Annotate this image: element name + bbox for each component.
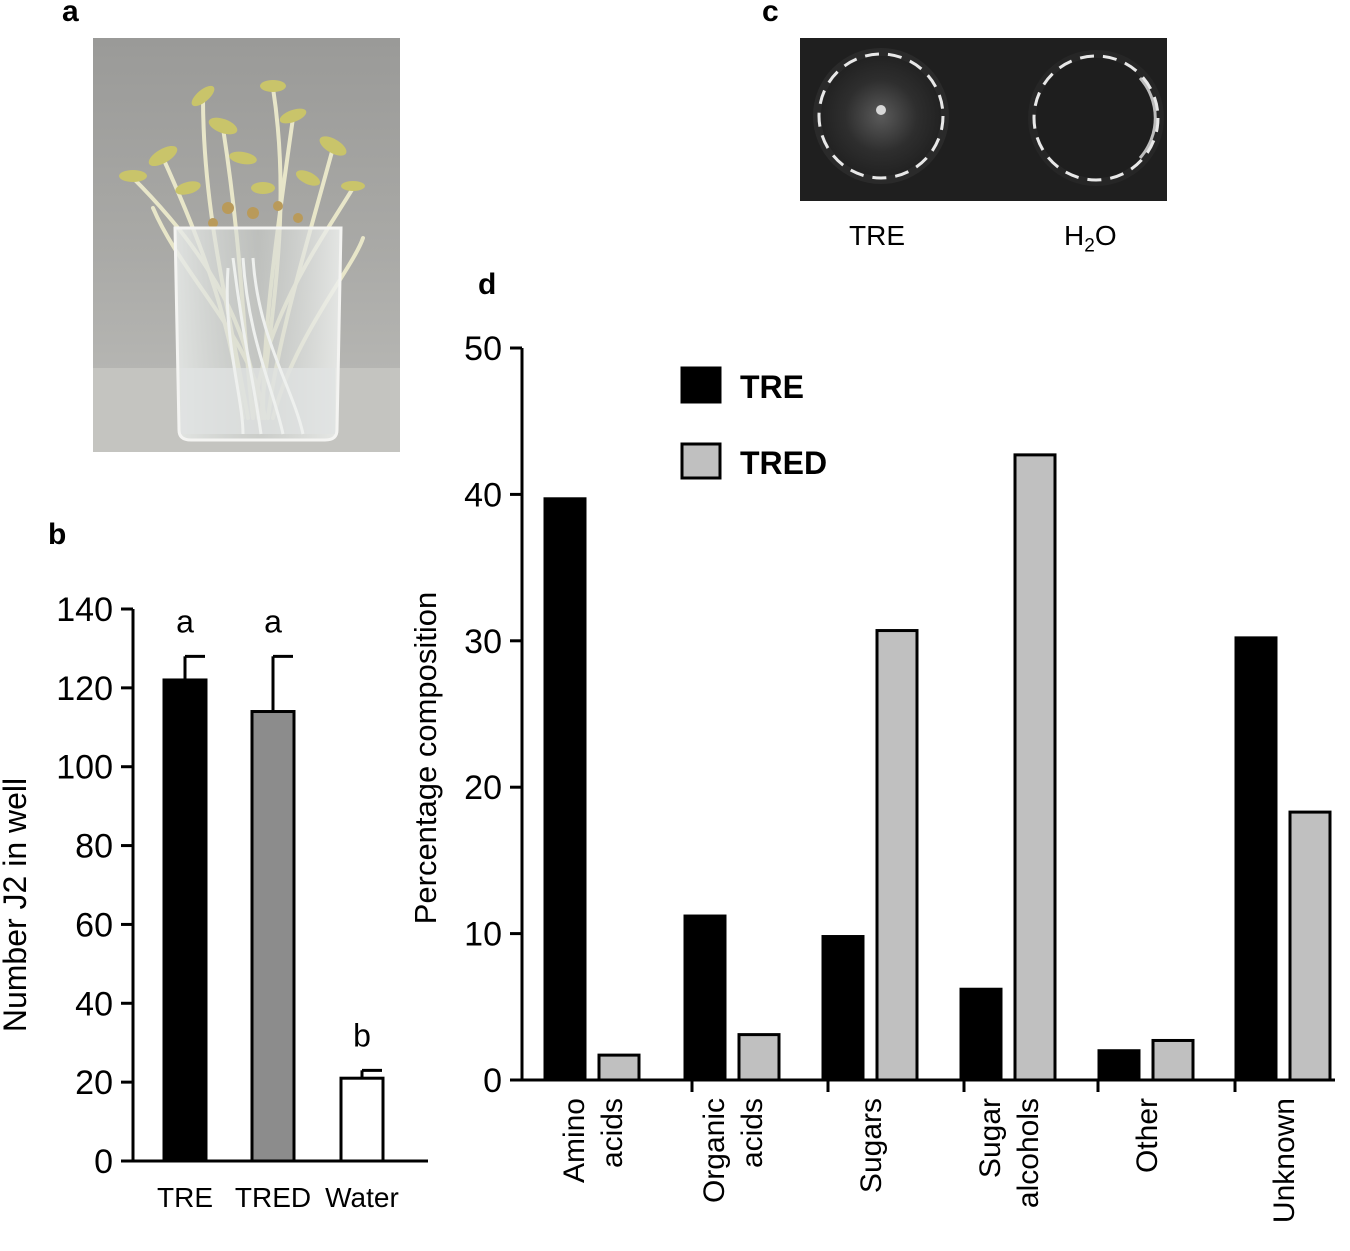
bar-tred xyxy=(1151,1038,1195,1082)
y-tick-label: 100 xyxy=(56,749,113,787)
y-tick-label: 40 xyxy=(464,476,502,514)
bar-tre xyxy=(1234,636,1278,1082)
well-label-tre: TRE xyxy=(849,220,905,251)
x-tick-label: Amino xyxy=(558,1098,591,1183)
legend-swatch-tred xyxy=(680,442,722,480)
y-tick-label: 10 xyxy=(464,916,502,954)
y-tick-label: 0 xyxy=(94,1143,113,1181)
bar-tred xyxy=(737,1033,781,1082)
x-tick-label: Other xyxy=(1131,1098,1164,1173)
x-tick-label: acids xyxy=(596,1098,629,1168)
legend-label-tre: TRE xyxy=(740,369,804,405)
bar-tre xyxy=(959,987,1003,1082)
seedlings-photo xyxy=(93,38,400,452)
y-tick-label: 20 xyxy=(464,769,502,807)
water-label-subscript: 2 xyxy=(1084,235,1095,257)
bar-tre xyxy=(821,935,865,1082)
x-tick-label: Unknown xyxy=(1268,1098,1301,1223)
bar xyxy=(250,710,296,1163)
y-tick-label: 30 xyxy=(464,623,502,661)
x-tick-label: TRED xyxy=(235,1182,311,1213)
y-tick-label: 120 xyxy=(56,670,113,708)
legend-label-tred: TRED xyxy=(740,445,827,481)
bar xyxy=(162,678,208,1163)
y-tick-label: 40 xyxy=(75,985,113,1023)
wells-photo xyxy=(800,38,1167,201)
panel-letter-c: c xyxy=(762,0,779,28)
bar-tre xyxy=(1097,1049,1141,1082)
x-tick-label: Organic xyxy=(698,1098,731,1203)
legend-swatch-tre xyxy=(680,366,722,404)
x-tick-label: acids xyxy=(736,1098,769,1168)
water-label-h: H xyxy=(1064,220,1085,251)
bar-tre xyxy=(543,497,587,1082)
y-axis-title: Percentage composition xyxy=(408,592,443,925)
bar-tred xyxy=(1288,810,1332,1082)
well-label-water: H2O xyxy=(1064,220,1117,258)
panel-letter-d: d xyxy=(478,268,497,301)
bar-tred xyxy=(1013,453,1057,1082)
x-tick-label: Sugar xyxy=(974,1098,1007,1178)
y-tick-label: 50 xyxy=(464,330,502,368)
panel-letter-a: a xyxy=(62,0,79,28)
bar-tre xyxy=(683,914,727,1082)
significance-letter: b xyxy=(353,1017,371,1053)
bar-tred xyxy=(597,1053,641,1082)
x-tick-label: alcohols xyxy=(1012,1098,1045,1208)
significance-letter: a xyxy=(264,603,282,639)
x-tick-label: TRE xyxy=(157,1182,213,1213)
bar xyxy=(339,1076,385,1163)
y-tick-label: 80 xyxy=(75,828,113,866)
y-tick-label: 60 xyxy=(75,906,113,944)
panel-letter-b: b xyxy=(48,518,67,551)
x-tick-label: Water xyxy=(325,1182,399,1213)
water-label-o: O xyxy=(1094,220,1117,251)
y-tick-label: 20 xyxy=(75,1064,113,1102)
y-axis-title: Number J2 in well xyxy=(0,778,33,1032)
chart-b: 0 20 40 60 80 100 120 140 Number J2 in well a TRE a… xyxy=(0,591,428,1213)
x-tick-label: Sugars xyxy=(855,1098,888,1193)
y-tick-label: 140 xyxy=(56,591,113,629)
bar-tred xyxy=(875,629,919,1082)
significance-letter: a xyxy=(176,603,194,639)
y-tick-label: 0 xyxy=(483,1062,502,1100)
